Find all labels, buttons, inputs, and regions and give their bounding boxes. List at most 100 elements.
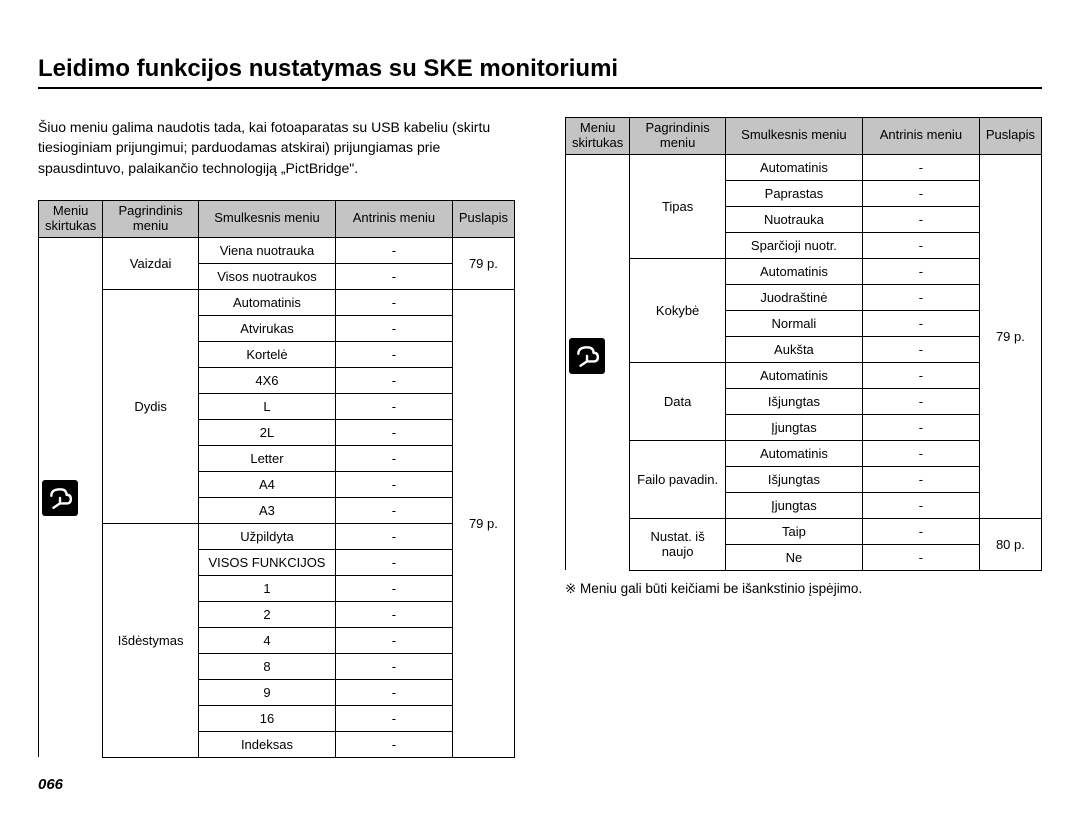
th-ant: Antrinis meniu <box>862 118 979 155</box>
ant-menu-cell: - <box>862 492 979 518</box>
page-title: Leidimo funkcijos nustatymas su SKE moni… <box>38 55 1042 89</box>
th-page: Puslapis <box>979 118 1041 155</box>
table-row: Failo pavadin.Automatinis- <box>566 440 1042 466</box>
sub-menu-cell: 2 <box>198 601 335 627</box>
ant-menu-cell: - <box>862 310 979 336</box>
main-menu-cell: Išdėstymas <box>103 523 199 757</box>
sub-menu-cell: 9 <box>198 679 335 705</box>
left-table-wrap: Meniu skirtukas Pagrindinis meniu Smulke… <box>38 200 515 758</box>
sub-menu-cell: Kortelė <box>198 341 335 367</box>
left-column: Šiuo meniu galima naudotis tada, kai fot… <box>38 117 515 758</box>
sub-menu-cell: Įjungtas <box>725 414 862 440</box>
sub-menu-cell: Automatinis <box>725 154 862 180</box>
ant-menu-cell: - <box>862 154 979 180</box>
ant-menu-cell: - <box>335 523 452 549</box>
intro-text: Šiuo meniu galima naudotis tada, kai fot… <box>38 117 515 178</box>
ant-menu-cell: - <box>862 258 979 284</box>
ant-menu-cell: - <box>862 414 979 440</box>
table-row: KokybėAutomatinis- <box>566 258 1042 284</box>
page-ref-cell: 80 p. <box>979 518 1041 570</box>
sub-menu-cell: Išjungtas <box>725 466 862 492</box>
ant-menu-cell: - <box>335 731 452 757</box>
main-menu-cell: Failo pavadin. <box>630 440 726 518</box>
th-ant: Antrinis meniu <box>335 200 452 237</box>
ant-menu-cell: - <box>335 419 452 445</box>
sub-menu-cell: L <box>198 393 335 419</box>
sub-menu-cell: 2L <box>198 419 335 445</box>
ant-menu-cell: - <box>862 440 979 466</box>
th-page: Puslapis <box>452 200 514 237</box>
sub-menu-cell: Atvirukas <box>198 315 335 341</box>
main-menu-cell: Dydis <box>103 289 199 523</box>
ant-menu-cell: - <box>862 388 979 414</box>
sub-menu-cell: Taip <box>725 518 862 544</box>
page-number: 066 <box>38 776 63 793</box>
table-row: DydisAutomatinis-79 p. <box>39 289 515 315</box>
ant-menu-cell: - <box>862 336 979 362</box>
sub-menu-cell: VISOS FUNKCIJOS <box>198 549 335 575</box>
table-row: VaizdaiViena nuotrauka-79 p. <box>39 237 515 263</box>
th-tab: Meniu skirtukas <box>566 118 630 155</box>
ant-menu-cell: - <box>335 601 452 627</box>
sub-menu-cell: Automatinis <box>198 289 335 315</box>
th-sub: Smulkesnis meniu <box>725 118 862 155</box>
sub-menu-cell: A3 <box>198 497 335 523</box>
sub-menu-cell: Indeksas <box>198 731 335 757</box>
main-menu-cell: Data <box>630 362 726 440</box>
table-row: Nustat. iš naujoTaip-80 p. <box>566 518 1042 544</box>
table-row: TipasAutomatinis-79 p. <box>566 154 1042 180</box>
main-menu-cell: Tipas <box>630 154 726 258</box>
ant-menu-cell: - <box>335 445 452 471</box>
left-table: Meniu skirtukas Pagrindinis meniu Smulke… <box>38 200 515 758</box>
sub-menu-cell: Juodraštinė <box>725 284 862 310</box>
ant-menu-cell: - <box>862 362 979 388</box>
main-menu-cell: Vaizdai <box>103 237 199 289</box>
sub-menu-cell: Ne <box>725 544 862 570</box>
right-column: Meniu skirtukas Pagrindinis meniu Smulke… <box>565 117 1042 758</box>
ant-menu-cell: - <box>335 367 452 393</box>
ant-menu-cell: - <box>335 575 452 601</box>
right-table-wrap: Meniu skirtukas Pagrindinis meniu Smulke… <box>565 117 1042 571</box>
sub-menu-cell: 4 <box>198 627 335 653</box>
main-menu-cell: Kokybė <box>630 258 726 362</box>
ant-menu-cell: - <box>335 341 452 367</box>
ant-menu-cell: - <box>335 653 452 679</box>
ant-menu-cell: - <box>862 284 979 310</box>
ant-menu-cell: - <box>862 232 979 258</box>
sub-menu-cell: A4 <box>198 471 335 497</box>
ant-menu-cell: - <box>335 263 452 289</box>
main-menu-cell: Nustat. iš naujo <box>630 518 726 570</box>
ant-menu-cell: - <box>335 471 452 497</box>
ant-menu-cell: - <box>335 549 452 575</box>
sub-menu-cell: Automatinis <box>725 362 862 388</box>
ant-menu-cell: - <box>335 497 452 523</box>
ant-menu-cell: - <box>335 315 452 341</box>
pictbridge-icon <box>569 338 605 374</box>
ant-menu-cell: - <box>335 289 452 315</box>
sub-menu-cell: Letter <box>198 445 335 471</box>
sub-menu-cell: Automatinis <box>725 440 862 466</box>
sub-menu-cell: Automatinis <box>725 258 862 284</box>
sub-menu-cell: Užpildyta <box>198 523 335 549</box>
table-row: DataAutomatinis- <box>566 362 1042 388</box>
sub-menu-cell: 1 <box>198 575 335 601</box>
page-ref-cell: 79 p. <box>979 154 1041 518</box>
sub-menu-cell: Normali <box>725 310 862 336</box>
sub-menu-cell: Paprastas <box>725 180 862 206</box>
th-main: Pagrindinis meniu <box>103 200 199 237</box>
pictbridge-icon <box>42 480 78 516</box>
th-sub: Smulkesnis meniu <box>198 200 335 237</box>
sub-menu-cell: Visos nuotraukos <box>198 263 335 289</box>
sub-menu-cell: Viena nuotrauka <box>198 237 335 263</box>
sub-menu-cell: Aukšta <box>725 336 862 362</box>
sub-menu-cell: 8 <box>198 653 335 679</box>
page-ref-cell: 79 p. <box>452 289 514 757</box>
sub-menu-cell: Sparčioji nuotr. <box>725 232 862 258</box>
ant-menu-cell: - <box>335 237 452 263</box>
footnote: ※ Meniu gali būti keičiami be išankstini… <box>565 581 1042 597</box>
ant-menu-cell: - <box>862 180 979 206</box>
th-tab: Meniu skirtukas <box>39 200 103 237</box>
ant-menu-cell: - <box>335 627 452 653</box>
content-columns: Šiuo meniu galima naudotis tada, kai fot… <box>38 117 1042 758</box>
sub-menu-cell: 4X6 <box>198 367 335 393</box>
